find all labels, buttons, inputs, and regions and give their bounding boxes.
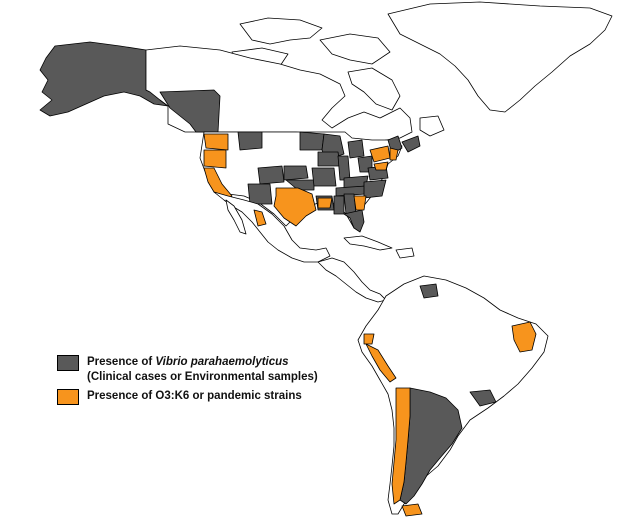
us-state-louisiana-coast[interactable]: [317, 197, 333, 209]
presence-note: (Clinical cases or Environmental samples…: [87, 371, 318, 383]
presence-prefix: Presence of: [87, 356, 156, 368]
legend-presence-text: Presence of Vibrio parahaemolyticus (Cli…: [87, 355, 318, 385]
us-state-kansas[interactable]: [283, 165, 309, 181]
hispaniola-region: [395, 247, 415, 259]
us-state-oregon[interactable]: [203, 149, 227, 169]
brazil-south-region[interactable]: [469, 389, 497, 407]
us-state-missouri[interactable]: [311, 167, 337, 187]
legend: Presence of Vibrio parahaemolyticus (Cli…: [57, 355, 347, 415]
mexico-pacific-coast[interactable]: [253, 209, 267, 227]
us-state-michigan[interactable]: [347, 139, 365, 159]
ecuador-region[interactable]: [363, 333, 375, 345]
us-state-florida[interactable]: [343, 209, 365, 233]
baffin-island: [347, 67, 401, 111]
us-state-maryland[interactable]: [373, 161, 389, 171]
baja-california: [225, 199, 247, 235]
us-state-texas[interactable]: [273, 187, 317, 227]
us-state-new-england[interactable]: [389, 147, 399, 161]
us-state-north-dakota[interactable]: [299, 131, 325, 151]
us-state-carolinas[interactable]: [363, 179, 387, 199]
pandemic-swatch: [57, 389, 79, 405]
us-state-mississippi[interactable]: [333, 195, 345, 215]
south-america-region: [357, 275, 549, 515]
us-state-illinois[interactable]: [337, 155, 351, 181]
legend-item-presence: Presence of Vibrio parahaemolyticus (Cli…: [57, 355, 318, 385]
venezuela-region[interactable]: [419, 283, 439, 299]
british-columbia-region[interactable]: [159, 89, 221, 133]
greenland-region: [387, 1, 613, 113]
presence-species: Vibrio parahaemolyticus: [155, 356, 289, 368]
nova-scotia-region[interactable]: [401, 135, 421, 153]
mexico-region: [213, 191, 331, 263]
tierra-del-fuego-region[interactable]: [401, 503, 423, 517]
us-state-georgia[interactable]: [353, 195, 367, 211]
us-state-new-mexico[interactable]: [247, 183, 273, 205]
cuba-region: [343, 235, 393, 251]
presence-swatch: [57, 355, 79, 371]
legend-item-pandemic: Presence of O3:K6 or pandemic strains: [57, 389, 302, 405]
us-state-washington[interactable]: [203, 133, 229, 151]
newfoundland-region: [419, 115, 445, 137]
us-state-iowa[interactable]: [317, 151, 341, 167]
peru-coast-region[interactable]: [365, 343, 397, 383]
brazil-northeast-region[interactable]: [511, 321, 537, 353]
us-state-colorado[interactable]: [257, 165, 285, 185]
us-state-montana-dakota[interactable]: [237, 131, 263, 151]
chile-region[interactable]: [391, 387, 411, 505]
arctic-islands: [319, 33, 391, 65]
legend-pandemic-text: Presence of O3:K6 or pandemic strains: [87, 390, 302, 402]
us-state-oklahoma[interactable]: [285, 179, 315, 191]
arctic-islands: [239, 17, 323, 45]
central-america-region: [317, 257, 387, 303]
